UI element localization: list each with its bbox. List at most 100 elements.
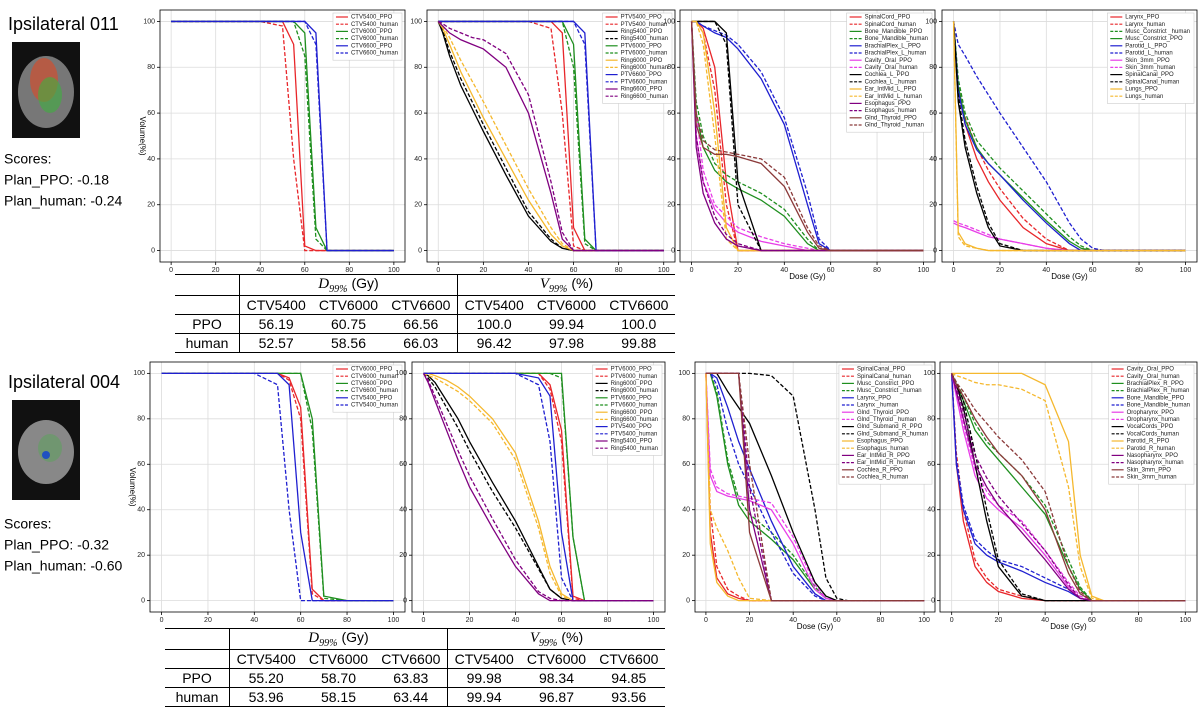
legend-label: Ring5400_PPO xyxy=(621,29,663,35)
legend-label: Skin_3mm_PPO xyxy=(1127,467,1172,473)
dvh-line xyxy=(422,372,654,602)
column-header: CTV6600 xyxy=(592,649,665,669)
column-header: CTV6600 xyxy=(374,649,448,669)
plot-frame xyxy=(941,9,1198,263)
dvh-line xyxy=(423,372,654,602)
x-tick-label: 60 xyxy=(297,617,305,624)
y-tick-label: 20 xyxy=(667,202,675,209)
legend-label: SpinalCanal_PPO xyxy=(1125,72,1174,78)
table-value: 94.85 xyxy=(592,668,665,688)
chart: 0 20 40 60 80 100020406080100PTV5400_PPOPTV54… xyxy=(410,9,676,274)
y-tick-label: 80 xyxy=(399,416,407,423)
legend-label: Ring5400_human xyxy=(621,36,668,42)
legend-label: Oropharynx_PPO xyxy=(1127,410,1175,416)
table-value: 56.19 xyxy=(239,314,313,334)
legend-label: PTV6600_PPO xyxy=(621,72,662,78)
legend-label: PTV6600_human xyxy=(611,403,658,409)
table-value: 99.98 xyxy=(447,668,521,688)
table-value: 93.56 xyxy=(592,687,665,707)
group-header: D99% (Gy) xyxy=(239,274,458,296)
y-tick-label: 20 xyxy=(137,552,145,559)
metrics-table: D99% (Gy) V99% (%) CTV5400 CTV6000 CTV6600 CTV5… xyxy=(175,274,675,353)
legend-label: CTV5400_human xyxy=(351,403,398,409)
legend-label: Ear_IntMid_R_human xyxy=(857,460,915,466)
plot-frame xyxy=(411,361,666,613)
x-tick-label: 40 xyxy=(250,617,258,624)
x-tick-label: 20 xyxy=(995,617,1003,624)
x-tick-label: 60 xyxy=(827,267,835,274)
table-value: 99.94 xyxy=(530,314,603,334)
legend-label: Esophagus_PPO xyxy=(857,439,903,445)
x-tick-label: 100 xyxy=(388,617,400,624)
dvh-line xyxy=(690,21,924,252)
unit: (Gy) xyxy=(341,629,369,645)
x-tick-label: 80 xyxy=(873,267,881,274)
legend-label: PTV6000_PPO xyxy=(611,367,652,373)
y-tick-label: 20 xyxy=(927,552,935,559)
table-cell xyxy=(175,274,240,296)
legend-label: Cavity_Oral_PPO xyxy=(865,58,913,64)
legend-label: Ear_IntMid_L_human xyxy=(865,94,922,100)
y-tick-label: 20 xyxy=(399,552,407,559)
column-header: CTV6600 xyxy=(384,295,458,315)
legend-label: PTV6000_human xyxy=(621,51,668,57)
y-tick-label: 40 xyxy=(667,156,675,163)
table-value: 66.56 xyxy=(384,314,458,334)
chart: 0 20 40 60 80 100 0 20 40 60 80 100 Dose (Gy) Larynx_… xyxy=(925,9,1198,281)
legend-label: Musc_Constrict _human xyxy=(1125,29,1190,35)
case-title: Ipsilateral 011 xyxy=(8,14,119,34)
legend-label: Parotid_L_human xyxy=(1125,51,1172,57)
unit: (Gy) xyxy=(351,275,379,291)
legend-box xyxy=(838,364,933,485)
x-tick-label: 40 xyxy=(512,617,520,624)
legend-label: CTV6600_PPO xyxy=(351,43,393,49)
legend-box xyxy=(592,364,663,456)
legend-label: PTV5400_PPO xyxy=(611,424,652,430)
legend-label: Ring6600_PPO xyxy=(621,87,663,93)
legend-label: CTV6600_PPO xyxy=(351,381,393,387)
scores-title: Scores: xyxy=(4,151,51,167)
legend-box xyxy=(602,12,673,104)
symbol: V xyxy=(539,276,550,292)
table-cell xyxy=(165,649,230,669)
legend-label: Ring6000_human xyxy=(611,388,658,394)
legend-label: Parotid_L_PPO xyxy=(1125,43,1167,49)
column-header: CTV5400 xyxy=(457,295,531,315)
subscript: 99% xyxy=(329,283,348,295)
x-tick-label: 0 xyxy=(950,617,954,624)
x-tick-label: 0 xyxy=(952,267,956,274)
y-tick-label: 0 xyxy=(671,247,675,254)
row-label: PPO xyxy=(165,668,230,688)
case-title: Ipsilateral 004 xyxy=(8,372,120,392)
y-tick-label: 80 xyxy=(147,64,155,71)
table-value: 100.0 xyxy=(602,314,675,334)
legend-label: BrachialPlex_R_PPO xyxy=(1127,381,1184,387)
x-tick-label: 80 xyxy=(877,617,885,624)
legend-label: Bone_Mandible_PPO xyxy=(1127,395,1185,401)
column-header: CTV6600 xyxy=(602,295,675,315)
legend-label: Cochlea_R_PPO xyxy=(857,467,903,473)
x-tick-label: 100 xyxy=(918,617,930,624)
y-tick-label: 100 xyxy=(923,370,935,377)
table-row: CTV5400 CTV6000 CTV6600 CTV5400 CTV6000 CTV66… xyxy=(165,649,665,669)
table-value: 97.98 xyxy=(530,333,603,353)
table-value: 96.42 xyxy=(457,333,531,353)
y-tick-label: 80 xyxy=(929,64,937,71)
legend-label: BrachialPlex_L_PPO xyxy=(865,43,921,49)
x-tick-label: 100 xyxy=(388,267,400,274)
x-tick-label: 60 xyxy=(1089,267,1097,274)
legend-label: Glnd_Thyroid _human xyxy=(857,417,916,423)
table-value: 96.87 xyxy=(520,687,593,707)
chart: 0 20 40 60 80 100 0 20 40 60 80 100 Volume(%) CTV6000… xyxy=(128,361,406,624)
legend-label: Musc_Constrict_PPO xyxy=(1125,36,1183,42)
x-tick-label: 20 xyxy=(479,267,487,274)
legend-label: Skin_3mm_human xyxy=(1125,65,1175,71)
legend-label: Cochlea_R_human xyxy=(857,475,908,481)
x-tick-label: 0 xyxy=(704,617,708,624)
legend-label: Larynx_PPO xyxy=(1125,15,1159,21)
x-axis-label: Dose (Gy) xyxy=(1051,272,1088,281)
legend-label: Ear_IntMid_R_PPO xyxy=(857,453,910,459)
legend-label: Musc_Constrict _human xyxy=(857,388,922,394)
table-value: 58.70 xyxy=(302,668,375,688)
group-header: V99% (%) xyxy=(447,628,665,650)
